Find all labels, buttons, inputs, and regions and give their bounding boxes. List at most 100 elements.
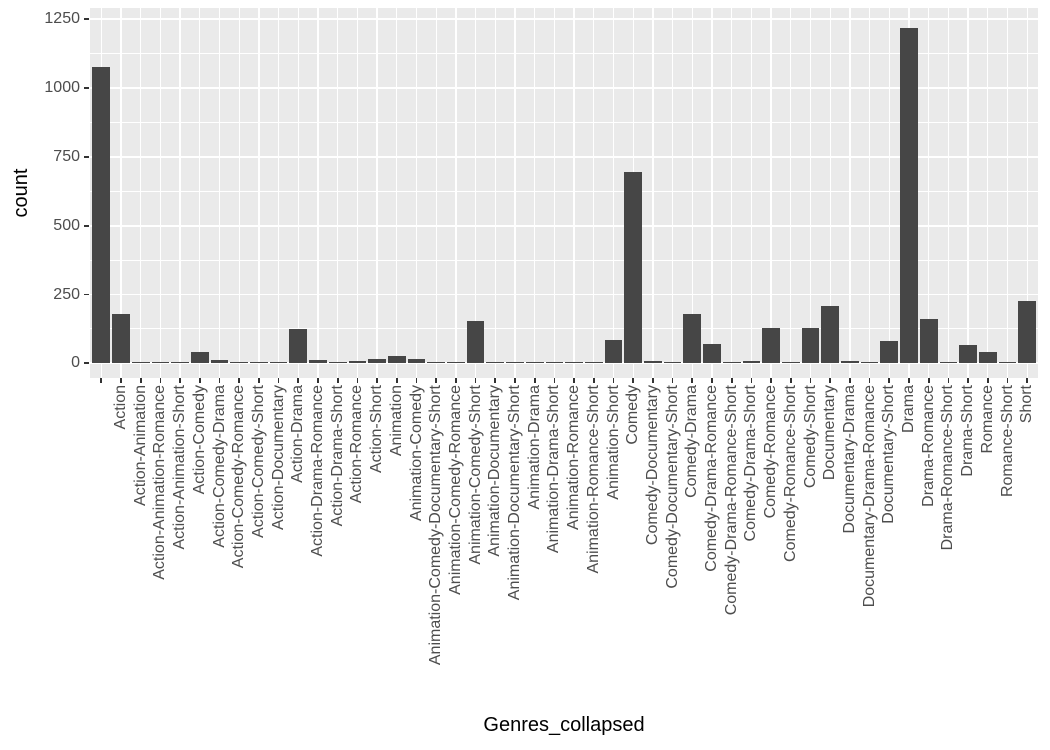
y-axis-title-text: count [10, 168, 32, 218]
bar [722, 362, 741, 364]
vertical-gridline [494, 8, 496, 378]
vertical-gridline [928, 8, 930, 378]
x-axis-tick [927, 378, 930, 383]
bar [407, 359, 426, 364]
minor-gridline [90, 259, 1038, 261]
vertical-gridline [750, 8, 753, 378]
x-axis-tick [809, 378, 812, 383]
vertical-gridline [829, 8, 831, 378]
x-axis-tick [139, 378, 142, 383]
x-axis-tick-label-text: Action-Drama-Romance [309, 385, 326, 557]
x-axis-tick-label-text: Documentary-Drama-Romance [860, 385, 878, 608]
bar [230, 361, 249, 364]
x-axis-tick-label-text: Romance [978, 385, 996, 454]
x-axis-tick [238, 378, 241, 383]
major-gridline [90, 362, 1038, 365]
x-axis-tick-label-text: Comedy-Drama-Romance [703, 385, 720, 572]
y-axis-tick [84, 87, 89, 89]
vertical-gridline [849, 8, 851, 378]
vertical-gridline [415, 8, 418, 378]
vertical-gridline [337, 8, 339, 378]
vertical-gridline [376, 8, 378, 378]
vertical-gridline [809, 8, 812, 378]
vertical-gridline [140, 8, 142, 378]
vertical-gridline [868, 8, 871, 378]
bar [644, 360, 662, 364]
bar [939, 362, 958, 364]
x-axis-tick [455, 378, 457, 383]
x-axis-tick [691, 378, 694, 383]
x-axis-tick-label-text: Comedy [624, 385, 642, 445]
x-axis-tick-label-text: Action-Drama [289, 385, 307, 483]
x-axis-tick-label-text: Animation-Comedy-Romance [446, 385, 464, 595]
x-axis-tick [474, 378, 477, 383]
x-axis-tick-label-text: Comedy-Documentary-Short [663, 385, 681, 589]
x-axis-tick [435, 378, 438, 383]
bar [900, 27, 918, 364]
bar [427, 362, 446, 364]
x-axis-tick-label-text: Comedy-Romance [762, 385, 780, 519]
bar [959, 345, 977, 364]
vertical-gridline [987, 8, 989, 378]
y-axis-tick-label: 0 [71, 354, 80, 372]
x-axis-tick [632, 378, 635, 383]
y-axis-tick [84, 362, 89, 365]
x-axis-tick [592, 378, 595, 383]
x-axis-tick-label-text: Documentary [821, 385, 839, 481]
x-axis-tick-label-text: Action-Documentary [269, 385, 287, 530]
x-axis-tick [317, 378, 319, 383]
x-axis-tick [711, 378, 713, 383]
vertical-gridline [691, 8, 693, 378]
x-axis-tick [100, 378, 103, 383]
bar [151, 362, 170, 364]
bar [584, 362, 603, 364]
x-axis-tick-label-text: Animation-Comedy-Short [466, 385, 484, 565]
x-axis-tick-label-text: Animation-Drama-Short [545, 385, 563, 554]
vertical-gridline [790, 8, 792, 378]
x-axis-tick-label-text: Action-Drama-Short [328, 385, 346, 527]
vertical-gridline [593, 8, 595, 378]
vertical-gridline [711, 8, 713, 378]
bar [860, 362, 879, 364]
bar [978, 352, 997, 364]
bar [919, 319, 938, 364]
vertical-gridline [967, 8, 969, 378]
vertical-gridline [218, 8, 221, 378]
bar [309, 359, 327, 364]
vertical-gridline [947, 8, 950, 378]
x-axis-tick [120, 378, 122, 383]
bar [663, 362, 682, 364]
x-axis-tick-label-text: Drama-Romance-Short [939, 385, 957, 551]
bar [880, 341, 899, 364]
bar [703, 344, 721, 364]
x-axis-tick-label-text: Action-Romance [348, 385, 366, 504]
x-axis-tick [612, 378, 615, 383]
x-axis-tick-label-text: Documentary-Short [880, 385, 898, 524]
x-axis-tick-label-text: Action-Comedy [190, 385, 208, 495]
bar [447, 362, 465, 364]
x-axis-tick-label-text: Animation-Comedy [407, 385, 425, 522]
x-axis-tick [908, 378, 910, 383]
bar [131, 362, 150, 364]
vertical-gridline [671, 8, 674, 378]
vertical-gridline [179, 8, 181, 378]
x-axis-tick [1006, 378, 1009, 383]
vertical-gridline [573, 8, 575, 378]
vertical-gridline [277, 8, 280, 378]
vertical-gridline [317, 8, 319, 378]
x-axis-tick [573, 378, 575, 383]
bar [289, 328, 308, 364]
bar [565, 362, 583, 364]
y-axis-tick [84, 18, 89, 21]
vertical-gridline [396, 8, 398, 378]
x-axis-tick-label-text: Comedy-Romance-Short [781, 385, 799, 562]
vertical-gridline [356, 8, 359, 378]
x-axis-tick [730, 378, 733, 383]
bar [624, 172, 643, 364]
x-axis-tick [652, 378, 654, 383]
x-axis-tick [967, 378, 969, 383]
vertical-gridline [553, 8, 556, 378]
bar [210, 359, 229, 364]
bar [762, 328, 780, 364]
x-axis-tick-label-text: Drama-Short [959, 385, 977, 477]
